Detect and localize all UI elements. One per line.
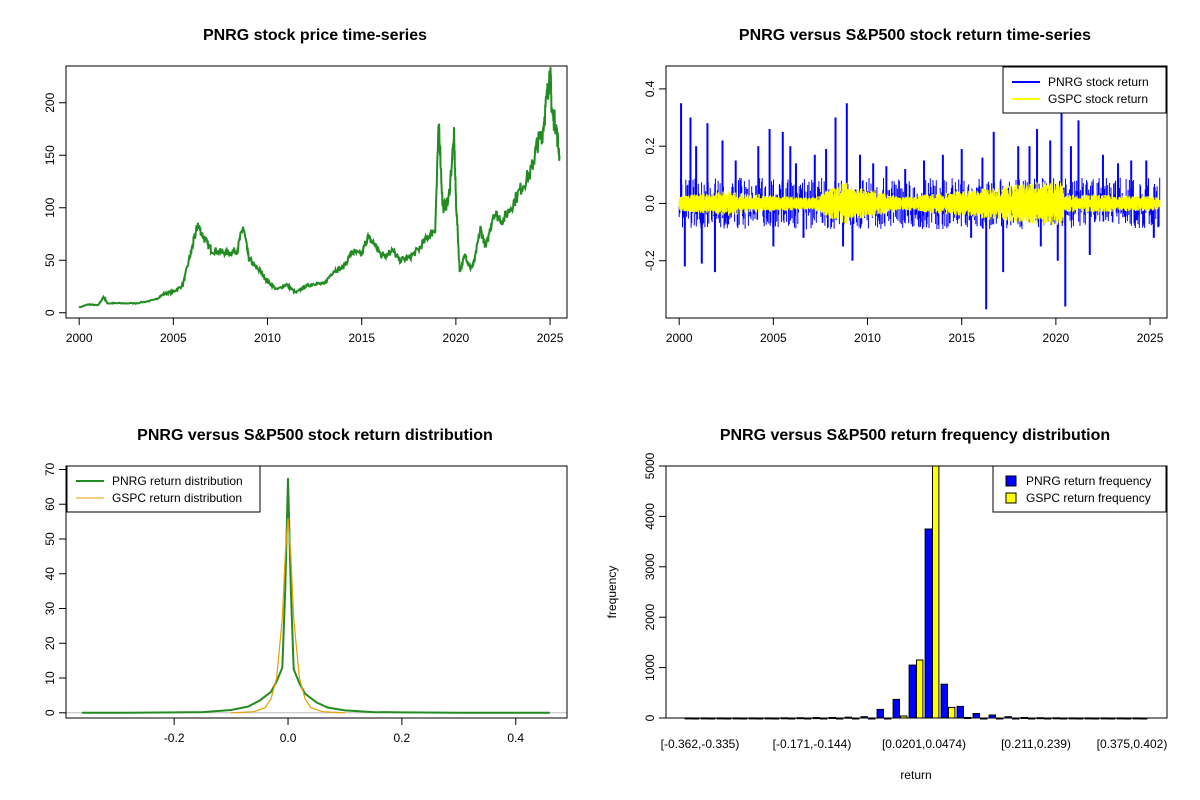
returns-series-layer xyxy=(678,103,1161,310)
returns-x-tick-label: 2005 xyxy=(760,331,787,345)
panel-price-title: PNRG stock price time-series xyxy=(203,27,427,44)
frequency-y-tick-label: 2000 xyxy=(643,604,657,631)
pnrg-density-line xyxy=(81,478,550,714)
pnrg-frequency-bar xyxy=(956,705,964,719)
density-x-tick-label: 0.0 xyxy=(280,731,297,745)
density-y-tick-label: 60 xyxy=(43,497,57,511)
density-legend: PNRG return distribution GSPC return dis… xyxy=(66,465,261,513)
price-y-tick-label: 200 xyxy=(43,92,57,112)
returns-x-tick-label: 2025 xyxy=(1137,331,1164,345)
frequency-ylabel: frequency xyxy=(605,566,619,619)
price-y-tick-label: 150 xyxy=(43,145,57,165)
density-x-tick-label: -0.2 xyxy=(164,731,185,745)
panel-price: PNRG stock price time-series 2000 2005 201… xyxy=(43,27,568,345)
returns-y-tick-label: 0.2 xyxy=(643,138,657,155)
pnrg-frequency-bar xyxy=(924,528,932,719)
price-x-tick-label: 2000 xyxy=(66,331,93,345)
price-series-layer xyxy=(78,67,561,309)
panel-returns-title: PNRG versus S&P500 stock return time-ser… xyxy=(739,27,1091,44)
frequency-legend-box xyxy=(992,465,1167,513)
density-legend-gspc-label: GSPC return distribution xyxy=(112,491,242,505)
price-x-tick-label: 2020 xyxy=(443,331,470,345)
returns-x-tick-label: 2000 xyxy=(666,331,693,345)
frequency-y-tick-label: 3000 xyxy=(643,553,657,580)
returns-legend: PNRG stock return GSPC stock return xyxy=(1002,66,1167,114)
density-y-tick-label: 30 xyxy=(43,602,57,616)
returns-legend-box xyxy=(1002,66,1167,114)
density-y-tick-label: 10 xyxy=(43,671,57,685)
frequency-legend-pnrg-label: PNRG return frequency xyxy=(1026,474,1151,488)
returns-legend-pnrg-label: PNRG stock return xyxy=(1048,75,1149,89)
panel-returns: PNRG versus S&P500 stock return time-ser… xyxy=(643,27,1168,345)
returns-y-tick-label: 0.0 xyxy=(643,195,657,212)
panel-frequency: PNRG versus S&P500 return frequency dist… xyxy=(605,427,1168,782)
price-series-line xyxy=(78,67,561,309)
pnrg-frequency-bar xyxy=(972,713,980,719)
frequency-y-tick-label: 5000 xyxy=(643,452,657,479)
panel-density-title: PNRG versus S&P500 stock return distribu… xyxy=(137,427,493,444)
panel-density: PNRG versus S&P500 stock return distribu… xyxy=(43,427,568,745)
frequency-x-tick-label: [0.375,0.402) xyxy=(1097,737,1168,751)
frequency-y-tick-label: 0 xyxy=(643,714,657,721)
frequency-x-tick-label: [-0.171,-0.144) xyxy=(773,737,852,751)
frequency-legend-pnrg-swatch xyxy=(1005,475,1017,487)
price-y-tick-label: 50 xyxy=(43,253,57,267)
density-x-tick-label: 0.2 xyxy=(394,731,411,745)
frequency-x-tick-label: [0.0201,0.0474) xyxy=(882,737,966,751)
density-y-tick-label: 20 xyxy=(43,636,57,650)
returns-x-tick-label: 2020 xyxy=(1043,331,1070,345)
pnrg-frequency-bar xyxy=(940,683,948,719)
panel-frequency-title: PNRG versus S&P500 return frequency dist… xyxy=(720,427,1110,444)
frequency-legend-gspc-label: GSPC return frequency xyxy=(1026,491,1151,505)
frequency-legend-gspc-swatch xyxy=(1005,492,1017,504)
frequency-xlabel: return xyxy=(900,768,931,782)
pnrg-frequency-bar xyxy=(908,664,916,719)
density-y-tick-label: 0 xyxy=(43,709,57,716)
frequency-x-tick-label: [0.211,0.239) xyxy=(1001,737,1071,751)
density-y-tick-label: 50 xyxy=(43,532,57,546)
price-x-tick-label: 2025 xyxy=(537,331,564,345)
price-x-tick-label: 2005 xyxy=(160,331,187,345)
pnrg-frequency-bar xyxy=(876,708,884,719)
returns-y-tick-label: -0.2 xyxy=(643,250,657,271)
returns-x-tick-label: 2015 xyxy=(948,331,975,345)
gspc-frequency-bar xyxy=(932,465,940,719)
panel-price-frame xyxy=(65,65,568,319)
returns-x-tick-label: 2010 xyxy=(854,331,881,345)
price-y-tick-label: 100 xyxy=(43,197,57,217)
density-y-tick-label: 40 xyxy=(43,567,57,581)
gspc-frequency-bar xyxy=(948,706,956,719)
gspc-density-line xyxy=(231,518,346,714)
density-legend-box xyxy=(66,465,261,513)
frequency-y-tick-label: 4000 xyxy=(643,503,657,530)
pnrg-frequency-bar xyxy=(892,698,900,719)
frequency-legend: PNRG return frequency GSPC return freque… xyxy=(992,465,1167,513)
density-series-layer xyxy=(66,478,567,714)
returns-legend-gspc-label: GSPC stock return xyxy=(1048,92,1148,106)
gspc-return-band xyxy=(678,181,1161,226)
price-y-tick-label: 0 xyxy=(43,309,57,316)
gspc-frequency-bar xyxy=(916,659,924,719)
density-y-tick-label: 70 xyxy=(43,462,57,476)
price-x-tick-label: 2015 xyxy=(348,331,375,345)
price-x-tick-label: 2010 xyxy=(254,331,281,345)
returns-y-tick-label: 0.4 xyxy=(643,80,657,97)
density-x-tick-label: 0.4 xyxy=(507,731,524,745)
frequency-x-tick-label: [-0.362,-0.335) xyxy=(661,737,740,751)
density-legend-pnrg-label: PNRG return distribution xyxy=(112,474,243,488)
frequency-y-tick-label: 1000 xyxy=(643,654,657,681)
